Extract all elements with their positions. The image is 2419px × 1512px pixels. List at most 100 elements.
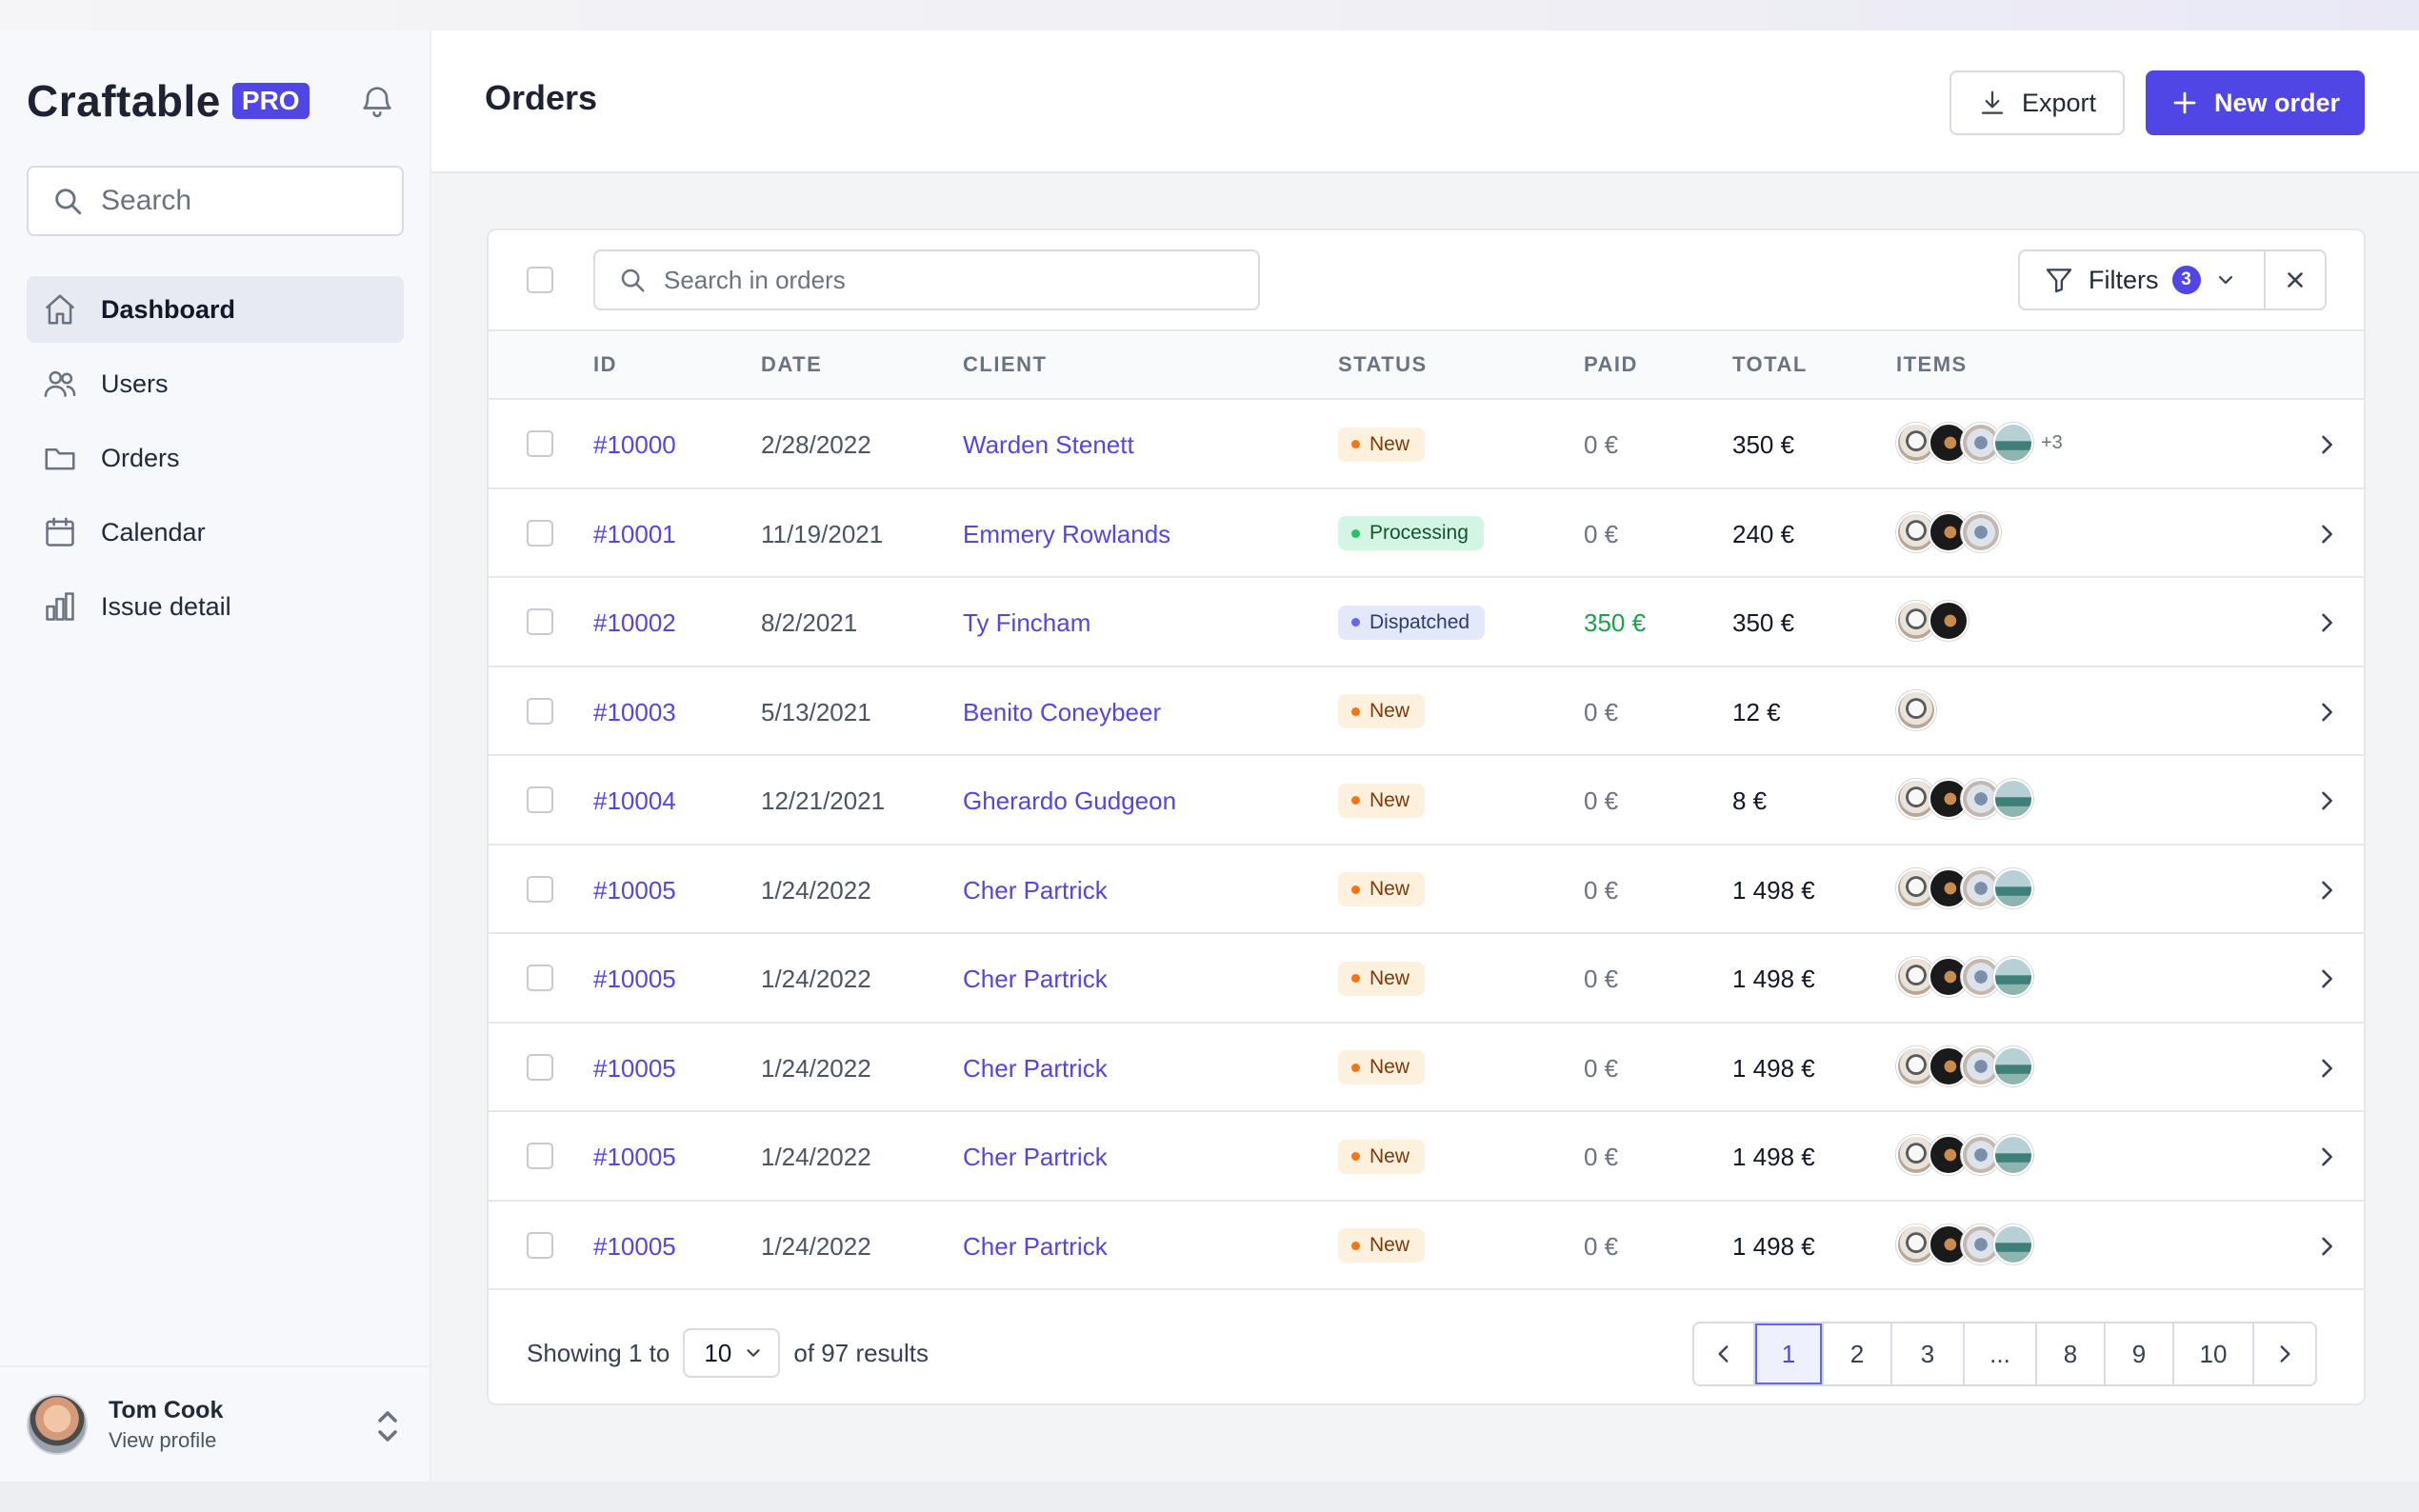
sidebar-item-users[interactable]: Users <box>27 350 404 417</box>
row-checkbox[interactable] <box>527 1143 553 1169</box>
brand-logo[interactable]: Craftable PRO <box>27 72 310 129</box>
client-link[interactable]: Cher Partrick <box>963 965 1108 993</box>
page-button[interactable]: ... <box>1965 1323 2037 1384</box>
sidebar-item-label: Dashboard <box>101 294 236 324</box>
row-checkbox[interactable] <box>527 697 553 725</box>
table-row[interactable]: #10000 2/28/2022 Warden Stenett New 0 € … <box>489 400 2364 489</box>
row-checkbox[interactable] <box>527 965 553 991</box>
chevron-right-icon[interactable] <box>2313 1055 2340 1082</box>
status-label: New <box>1369 966 1410 989</box>
row-checkbox[interactable] <box>527 1053 553 1081</box>
total-amount: 1 498 € <box>1732 1143 1815 1171</box>
per-page-select[interactable]: 10 <box>683 1328 781 1378</box>
order-id-link[interactable]: #10004 <box>593 786 676 815</box>
order-id-link[interactable]: #10003 <box>593 697 676 726</box>
sidebar-item-orders[interactable]: Orders <box>27 425 404 491</box>
table-row[interactable]: #10001 11/19/2021 Emmery Rowlands Proces… <box>489 489 2364 578</box>
item-thumbnail <box>1993 867 2033 908</box>
column-header-client[interactable]: CLIENT <box>963 352 1048 376</box>
column-header-id[interactable]: ID <box>593 352 617 376</box>
column-header-items[interactable]: ITEMS <box>1896 352 1968 376</box>
paid-amount: 0 € <box>1584 697 1619 726</box>
order-id-link[interactable]: #10005 <box>593 1053 676 1083</box>
row-checkbox[interactable] <box>527 1231 553 1259</box>
chevron-right-icon[interactable] <box>2313 1233 2340 1260</box>
chevron-right-icon[interactable] <box>2313 609 2340 636</box>
client-link[interactable]: Warden Stenett <box>963 430 1134 459</box>
prev-page-button[interactable] <box>1694 1323 1755 1384</box>
view-profile-link[interactable]: View profile <box>109 1427 217 1452</box>
sidebar-search-input[interactable] <box>101 185 387 217</box>
chevron-right-icon[interactable] <box>2313 1144 2340 1170</box>
table-row[interactable]: #10005 1/24/2022 Cher Partrick New 0 € 1… <box>489 934 2364 1024</box>
order-id-link[interactable]: #10002 <box>593 608 676 637</box>
order-id-link[interactable]: #10001 <box>593 519 676 548</box>
chevron-right-icon[interactable] <box>2313 965 2340 992</box>
filters-button[interactable]: Filters 3 <box>2018 249 2266 310</box>
chevron-right-icon[interactable] <box>2313 431 2340 458</box>
new-order-label: New order <box>2213 88 2341 117</box>
table-row[interactable]: #10002 8/2/2021 Ty Fincham Dispatched 35… <box>489 578 2364 667</box>
client-link[interactable]: Cher Partrick <box>963 875 1108 905</box>
bell-icon[interactable] <box>358 80 396 122</box>
sidebar-item-dashboard[interactable]: Dashboard <box>27 276 404 343</box>
table-row[interactable]: #10005 1/24/2022 Cher Partrick New 0 € 1… <box>489 1112 2364 1202</box>
client-link[interactable]: Benito Coneybeer <box>963 697 1162 726</box>
chevron-right-icon[interactable] <box>2313 787 2340 814</box>
export-button[interactable]: Export <box>1949 70 2125 135</box>
window-bottom-strip <box>0 1482 2419 1512</box>
sidebar-item-calendar[interactable]: Calendar <box>27 499 404 566</box>
status-badge: New <box>1338 427 1426 462</box>
sidebar-search[interactable] <box>27 166 404 236</box>
client-link[interactable]: Cher Partrick <box>963 1053 1108 1083</box>
new-order-button[interactable]: New order <box>2146 70 2365 135</box>
row-checkbox[interactable] <box>527 786 553 813</box>
table-row[interactable]: #10004 12/21/2021 Gherardo Gudgeon New 0… <box>489 756 2364 846</box>
order-id-link[interactable]: #10000 <box>593 430 676 459</box>
table-row[interactable]: #10005 1/24/2022 Cher Partrick New 0 € 1… <box>489 1024 2364 1112</box>
orders-search[interactable] <box>593 249 1260 310</box>
page-button[interactable]: 1 <box>1755 1323 1824 1384</box>
page-button[interactable]: 3 <box>1892 1323 1965 1384</box>
page-button[interactable]: 10 <box>2174 1323 2254 1384</box>
client-link[interactable]: Ty Fincham <box>963 608 1091 637</box>
total-amount: 1 498 € <box>1732 965 1815 993</box>
row-checkbox[interactable] <box>527 875 553 903</box>
order-id-link[interactable]: #10005 <box>593 1143 676 1171</box>
row-checkbox[interactable] <box>527 519 553 547</box>
page-button[interactable]: 9 <box>2106 1323 2174 1384</box>
results-label: results <box>855 1338 930 1367</box>
table-row[interactable]: #10003 5/13/2021 Benito Coneybeer New 0 … <box>489 667 2364 756</box>
order-id-link[interactable]: #10005 <box>593 1231 676 1261</box>
orders-search-input[interactable] <box>664 265 1235 295</box>
items-thumbnails <box>1896 1135 2033 1175</box>
order-id-link[interactable]: #10005 <box>593 875 676 905</box>
row-checkbox[interactable] <box>527 430 553 457</box>
table-row[interactable]: #10005 1/24/2022 Cher Partrick New 0 € 1… <box>489 846 2364 934</box>
chevron-right-icon[interactable] <box>2313 699 2340 726</box>
status-label: New <box>1369 700 1410 722</box>
sidebar-item-issue-detail[interactable]: Issue detail <box>27 573 404 640</box>
select-all-checkbox[interactable] <box>527 267 553 293</box>
row-checkbox[interactable] <box>527 608 553 635</box>
column-header-paid[interactable]: PAID <box>1584 352 1638 376</box>
client-link[interactable]: Cher Partrick <box>963 1231 1108 1261</box>
client-link[interactable]: Emmery Rowlands <box>963 519 1171 548</box>
page-button[interactable]: 2 <box>1824 1323 1892 1384</box>
client-link[interactable]: Cher Partrick <box>963 1143 1108 1171</box>
items-thumbnails: +3 <box>1896 423 2063 463</box>
status-dot <box>1351 974 1360 983</box>
next-page-button[interactable] <box>2254 1323 2315 1384</box>
chevron-up-down-icon[interactable] <box>374 1407 401 1445</box>
chevron-right-icon[interactable] <box>2313 877 2340 904</box>
user-profile[interactable]: Tom Cook View profile <box>0 1365 430 1482</box>
order-id-link[interactable]: #10005 <box>593 965 676 993</box>
table-row[interactable]: #10005 1/24/2022 Cher Partrick New 0 € 1… <box>489 1202 2364 1290</box>
column-header-status[interactable]: STATUS <box>1338 352 1428 376</box>
chevron-right-icon[interactable] <box>2313 521 2340 547</box>
column-header-date[interactable]: DATE <box>761 352 823 376</box>
page-button[interactable]: 8 <box>2037 1323 2106 1384</box>
client-link[interactable]: Gherardo Gudgeon <box>963 786 1177 815</box>
column-header-total[interactable]: TOTAL <box>1732 352 1808 376</box>
clear-filters-button[interactable] <box>2264 249 2327 310</box>
